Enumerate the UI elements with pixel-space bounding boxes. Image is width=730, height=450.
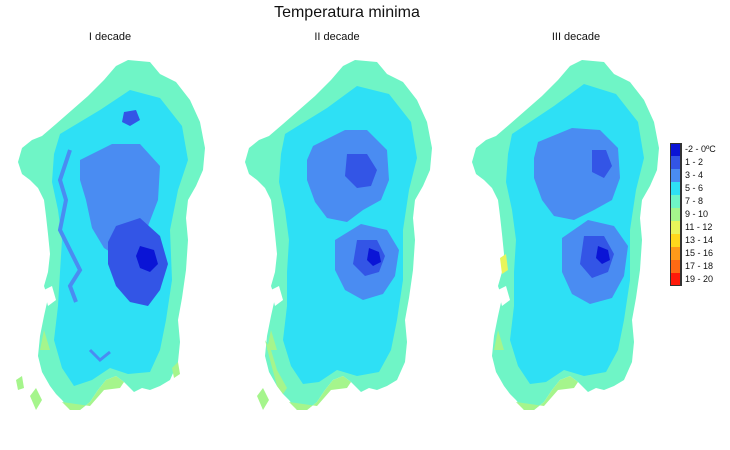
panel-label-1: I decade (88, 31, 132, 43)
legend-label: 1 - 2 (685, 157, 704, 167)
legend-label: 9 - 10 (685, 209, 709, 219)
legend-item: 5 - 6 (670, 182, 730, 195)
legend-label: -2 - 0ºC (685, 144, 716, 154)
legend-item: 1 - 2 (670, 156, 730, 169)
panel-label-2: II decade (314, 31, 360, 43)
legend-swatch (670, 156, 681, 169)
panel-label-3: III decade (551, 31, 601, 43)
legend: -2 - 0ºC 1 - 2 3 - 4 5 - 6 7 - 8 9 - 10 … (670, 143, 730, 286)
chart-title: Temperatura minima (274, 4, 420, 21)
legend-label: 5 - 6 (685, 183, 704, 193)
map-panel-3 (472, 60, 659, 410)
legend-label: 19 - 20 (685, 274, 714, 284)
legend-label: 11 - 12 (685, 222, 713, 232)
legend-swatch (670, 182, 681, 195)
map-panel-1 (16, 60, 205, 410)
legend-swatch (670, 260, 681, 273)
legend-label: 17 - 18 (685, 261, 714, 271)
legend-item: -2 - 0ºC (670, 143, 730, 156)
legend-item: 11 - 12 (670, 221, 730, 234)
legend-swatch (670, 234, 681, 247)
legend-swatch (670, 195, 681, 208)
map-panel-2 (245, 60, 432, 410)
legend-swatch (670, 273, 681, 286)
legend-item: 19 - 20 (670, 273, 730, 286)
legend-swatch (670, 143, 681, 156)
legend-swatch (670, 208, 681, 221)
legend-item: 13 - 14 (670, 234, 730, 247)
legend-item: 9 - 10 (670, 208, 730, 221)
legend-item: 15 - 16 (670, 247, 730, 260)
legend-label: 7 - 8 (685, 196, 704, 206)
legend-swatch (670, 221, 681, 234)
legend-item: 3 - 4 (670, 169, 730, 182)
legend-swatch (670, 247, 681, 260)
legend-item: 7 - 8 (670, 195, 730, 208)
legend-label: 15 - 16 (685, 248, 714, 258)
legend-label: 13 - 14 (685, 235, 714, 245)
legend-swatch (670, 169, 681, 182)
legend-item: 17 - 18 (670, 260, 730, 273)
legend-label: 3 - 4 (685, 170, 704, 180)
